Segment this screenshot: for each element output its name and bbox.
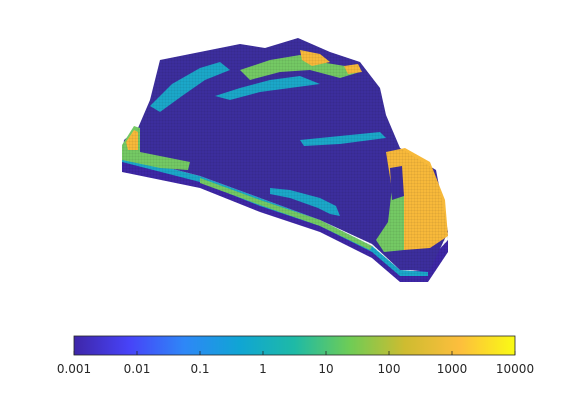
colorbar bbox=[73, 335, 516, 356]
colorbar-tick-label: 1000 bbox=[436, 362, 468, 376]
colorbar-tick-label: 0.1 bbox=[190, 362, 210, 376]
colorbar-gradient bbox=[74, 336, 515, 355]
colorbar-frame bbox=[73, 335, 516, 356]
model-grid-overlay bbox=[122, 38, 448, 282]
colorbar-tick-label: 10 bbox=[318, 362, 334, 376]
colorbar-tick-label: 1 bbox=[259, 362, 267, 376]
colorbar-tick-label: 0.001 bbox=[56, 362, 92, 376]
colorbar-tick-label: 100 bbox=[377, 362, 401, 376]
colorbar-ticks bbox=[73, 351, 516, 355]
colorbar-tick-label: 10000 bbox=[495, 362, 535, 376]
grid-model-3d bbox=[122, 38, 448, 282]
colorbar-tick-label: 0.01 bbox=[123, 362, 151, 376]
